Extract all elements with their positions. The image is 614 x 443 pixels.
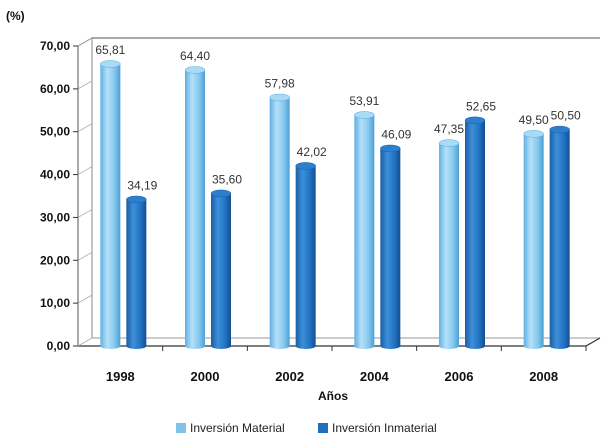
bar-inmaterial: 52,65 [464,99,496,349]
bar-material: 57,98 [265,77,295,349]
legend-label: Inversión Inmaterial [332,421,437,435]
bar-base [269,343,290,349]
data-label: 53,91 [349,94,379,108]
bar-base [211,343,231,349]
legend-label: Inversión Material [190,421,285,435]
y-tick-label: 30,00 [40,210,70,224]
x-tick-label: 2008 [529,369,558,384]
y-tick-diagonal [77,166,93,175]
bar-top [380,144,401,153]
legend-swatch [176,423,186,433]
y-tick-label: 40,00 [40,168,70,182]
data-label: 65,81 [95,43,125,57]
y-tick-diagonal [77,251,93,261]
bar-top [126,195,147,204]
y-tick-label: 10,00 [40,296,70,310]
bar-top [464,116,486,125]
data-label: 49,50 [519,113,549,127]
bar-body [439,143,459,346]
bar-base [380,343,401,349]
bar-top [100,60,121,68]
y-tick-diagonal [77,80,93,90]
bar-base [100,343,121,349]
data-label: 35,60 [212,172,242,186]
bar-top [210,189,232,198]
y-tick-label: 50,00 [40,125,70,139]
bar-top [295,162,316,170]
bar-top [549,125,570,134]
bar-body [465,120,485,346]
y-axis-title: (%) [6,9,25,23]
legend-swatch [318,423,328,433]
bar-inmaterial: 34,19 [126,178,158,349]
y-tick-label: 0,00 [47,339,71,353]
bar-body [100,63,121,346]
bar-top [269,93,290,102]
bar-body [380,148,401,346]
data-label: 50,50 [551,109,581,123]
bar-base [126,343,147,349]
bar-inmaterial: 50,50 [549,109,581,349]
bar-top [184,66,206,74]
data-label: 52,65 [466,99,496,113]
y-tick-diagonal [77,209,93,218]
bar-base [523,343,544,349]
bar-inmaterial: 46,09 [380,127,412,349]
data-label: 57,98 [265,77,295,91]
bar-body [269,97,290,346]
bar-base [295,343,316,349]
bar-body [295,165,316,346]
y-tick-diagonal [77,37,93,47]
bar-base [549,343,570,349]
data-label: 46,09 [381,127,411,141]
bar-top [438,139,460,147]
bar-material: 47,35 [434,122,464,349]
bar-body [185,70,205,346]
bar-top [354,111,375,119]
bar-body [354,114,375,346]
x-axis-title: Años [318,389,348,403]
x-tick-label: 2000 [191,369,220,384]
bar-inmaterial: 42,02 [295,145,327,349]
data-label: 64,40 [180,49,210,63]
bar-material: 53,91 [349,94,380,349]
data-label: 47,35 [434,122,464,136]
bar-base [439,343,459,349]
y-tick-diagonal [77,294,93,304]
x-tick-label: 1998 [106,369,135,384]
bar-body [549,129,570,346]
x-tick-label: 2002 [275,369,304,384]
bar-body [211,193,231,346]
y-axis: 0,00 10,00 20,00 30,00 40,00 50,00 60,00 70,00 [40,37,93,353]
bar-material: 49,50 [519,113,549,349]
x-tick-label: 2004 [360,369,390,384]
y-tick-label: 70,00 [40,39,70,53]
x-axis-line [78,337,601,347]
bar-top [523,130,544,138]
bar-body [523,133,544,346]
data-label: 34,19 [127,178,157,192]
bar-material: 64,40 [180,49,210,349]
bar-base [465,343,485,349]
data-label: 42,02 [297,145,327,159]
bars-layer: 65,81 34,19 64,40 35,60 57,98 42,02 53,91 46,09… [95,43,581,349]
legend: Inversión Material Inversión Inmaterial [176,421,437,435]
bar-base [185,343,205,349]
y-tick-diagonal [77,337,93,347]
bar-body [126,199,147,346]
bar-inmaterial: 35,60 [210,172,242,349]
bar-material: 65,81 [95,43,126,349]
y-tick-label: 20,00 [40,253,70,267]
x-axis: 1998 2000 2002 2004 2006 2008 [106,346,587,384]
bar-base [354,343,375,349]
y-tick-label: 60,00 [40,82,70,96]
y-tick-diagonal [77,123,93,133]
x-tick-label: 2006 [445,369,474,384]
